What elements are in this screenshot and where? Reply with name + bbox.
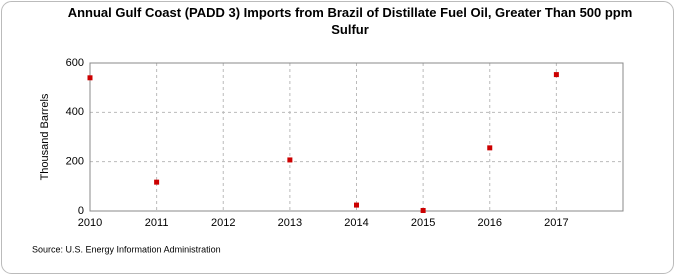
y-tick-label: 200: [66, 156, 84, 168]
y-tick-label: 600: [66, 57, 84, 69]
y-axis-label: Thousand Barrels: [39, 93, 51, 180]
x-tick-label: 2014: [344, 217, 368, 229]
chart-title: Annual Gulf Coast (PADD 3) Imports from …: [67, 5, 633, 37]
plot-border: [89, 62, 624, 212]
point: [553, 72, 559, 78]
x-tick-label: 2015: [411, 217, 435, 229]
x-tick-label: 2010: [78, 217, 102, 229]
point: [154, 179, 160, 185]
x-tick-label: 2011: [145, 217, 169, 229]
y-tick-label: 0: [78, 205, 84, 217]
x-tick-label: 2012: [211, 217, 235, 229]
point: [420, 208, 426, 214]
point: [354, 202, 359, 208]
x-tick-label: 2016: [478, 217, 502, 229]
x-tick-label: 2013: [278, 217, 302, 229]
y-tick-label: 400: [66, 106, 84, 118]
point: [487, 145, 493, 151]
point: [287, 157, 293, 163]
point: [87, 75, 93, 81]
source: Source: U.S. Energy Information Administ…: [32, 244, 221, 254]
x-tick-label: 2017: [544, 217, 568, 229]
